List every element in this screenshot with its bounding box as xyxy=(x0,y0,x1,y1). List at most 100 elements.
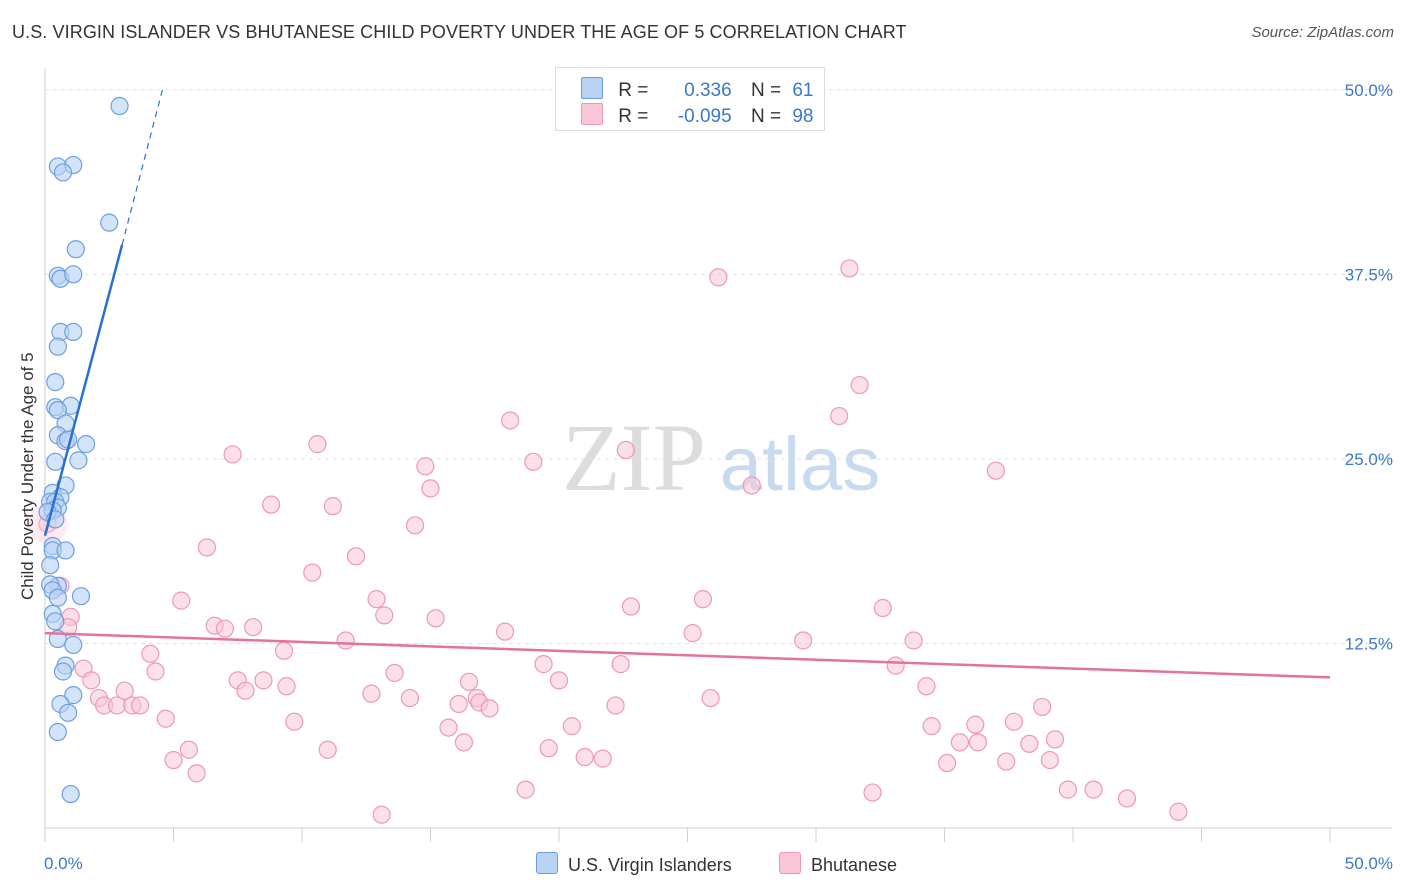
bhutanese-point xyxy=(524,452,543,471)
virgin-islanders-trend-line xyxy=(43,244,124,536)
bhutanese-point xyxy=(1058,780,1077,799)
bhutanese-point xyxy=(693,590,713,609)
virgin-islanders-point xyxy=(53,163,73,182)
bhutanese-point xyxy=(794,631,813,650)
bhutanese-point xyxy=(516,780,535,799)
bottom-legend-bhutanese: Bhutanese xyxy=(779,852,897,876)
legend-row-virgin-islanders: R = 0.336 N = 61 xyxy=(581,77,813,101)
bottom-legend-virgin-islanders: U.S. Virgin Islanders xyxy=(536,852,732,876)
bhutanese-point xyxy=(236,681,255,700)
bhutanese-point xyxy=(172,591,191,610)
bhutanese-point xyxy=(187,764,206,783)
bhutanese-point xyxy=(873,598,892,618)
bhutanese-point xyxy=(421,479,440,498)
bhutanese-point xyxy=(82,671,101,690)
bhutanese-point xyxy=(285,712,304,731)
bhutanese-point xyxy=(336,631,355,650)
bhutanese-point xyxy=(375,606,394,625)
bhutanese-point xyxy=(840,259,859,278)
bhutanese-point xyxy=(1033,697,1052,717)
y-tick-label: 50.0% xyxy=(1345,81,1393,100)
y-axis-label: Child Poverty Under the Age of 5 xyxy=(18,352,37,600)
virgin-islanders-point xyxy=(48,588,67,607)
virgin-islanders-point xyxy=(46,612,65,631)
legend-swatch-pink xyxy=(581,103,603,125)
bhutanese-point xyxy=(179,740,199,759)
virgin-islanders-point xyxy=(61,784,80,804)
bhutanese-point xyxy=(274,641,294,660)
bhutanese-point xyxy=(367,590,386,609)
bhutanese-point xyxy=(495,622,515,641)
bhutanese-point xyxy=(917,677,936,696)
x-tick-label-min: 0.0% xyxy=(44,854,83,873)
bhutanese-point xyxy=(303,563,322,582)
virgin-islanders-point xyxy=(59,703,78,722)
virgin-islanders-point xyxy=(64,322,83,342)
watermark-zip: ZIP xyxy=(562,404,706,511)
bhutanese-point xyxy=(362,684,381,703)
bhutanese-point xyxy=(308,435,327,454)
legend-n-value-1: 61 xyxy=(792,80,814,101)
bhutanese-point xyxy=(385,663,404,683)
bhutanese-point xyxy=(850,375,869,395)
legend-r-label: R = xyxy=(618,80,649,101)
bhutanese-point xyxy=(323,497,342,516)
legend-r-label: R = xyxy=(618,106,649,127)
x-tick-label-max: 50.0% xyxy=(1345,854,1393,873)
bottom-legend-label-1: U.S. Virgin Islanders xyxy=(568,855,732,875)
virgin-islanders-point xyxy=(41,556,60,575)
bhutanese-point xyxy=(683,624,702,643)
bhutanese-point xyxy=(164,750,183,770)
bhutanese-point xyxy=(593,749,612,768)
bhutanese-point xyxy=(262,495,281,514)
bhutanese-point xyxy=(215,619,234,638)
legend-row-bhutanese: R = -0.095 N = 98 xyxy=(581,103,813,127)
bhutanese-point xyxy=(318,740,337,759)
virgin-islanders-point xyxy=(71,587,91,606)
virgin-islanders-point xyxy=(64,635,83,655)
virgin-islanders-point xyxy=(46,373,65,392)
bhutanese-point xyxy=(616,440,635,460)
bhutanese-point xyxy=(539,739,558,758)
bhutanese-point xyxy=(449,694,468,714)
bhutanese-point xyxy=(701,688,720,708)
bhutanese-point xyxy=(968,733,988,752)
axes xyxy=(44,68,1392,842)
legend-n-label: N = xyxy=(750,106,782,127)
bhutanese-point xyxy=(904,631,923,650)
bhutanese-point xyxy=(966,715,985,734)
bhutanese-point xyxy=(742,476,761,495)
legend-n-label: N = xyxy=(750,80,782,101)
watermark-atlas: atlas xyxy=(720,422,881,507)
virgin-islanders-point xyxy=(48,337,67,356)
bhutanese-trend-line xyxy=(44,631,1331,679)
bhutanese-point xyxy=(1084,780,1103,799)
bhutanese-point xyxy=(950,733,970,752)
bhutanese-point xyxy=(454,733,474,752)
bottom-legend-swatch-blue xyxy=(536,852,558,874)
y-tick-label: 12.5% xyxy=(1345,634,1393,653)
bhutanese-point xyxy=(1020,734,1039,753)
bhutanese-point xyxy=(621,597,641,616)
bhutanese-point xyxy=(501,411,520,430)
bhutanese-point xyxy=(606,696,625,715)
legend-swatch-blue xyxy=(581,77,603,99)
bottom-legend-swatch-pink xyxy=(779,852,801,874)
virgin-islanders-point xyxy=(53,662,73,681)
bhutanese-point xyxy=(863,783,882,802)
y-tick-label: 25.0% xyxy=(1345,450,1393,469)
virgin-islanders-point xyxy=(48,722,67,742)
bhutanese-point xyxy=(1045,730,1065,749)
bhutanese-point xyxy=(346,547,366,566)
virgin-islanders-point xyxy=(100,213,119,232)
bhutanese-point xyxy=(156,709,175,728)
bhutanese-point xyxy=(986,461,1006,480)
bhutanese-point xyxy=(830,406,849,426)
bottom-legend-label-2: Bhutanese xyxy=(811,855,898,875)
tick-labels: 12.5% 25.0% 37.5% 50.0% 0.0% 50.0% xyxy=(44,81,1393,873)
source-label: Source: ZipAtlas.com xyxy=(1251,24,1394,41)
bhutanese-point xyxy=(130,696,150,715)
bhutanese-point xyxy=(1169,802,1188,821)
legend-n-value-2: 98 xyxy=(792,106,814,127)
